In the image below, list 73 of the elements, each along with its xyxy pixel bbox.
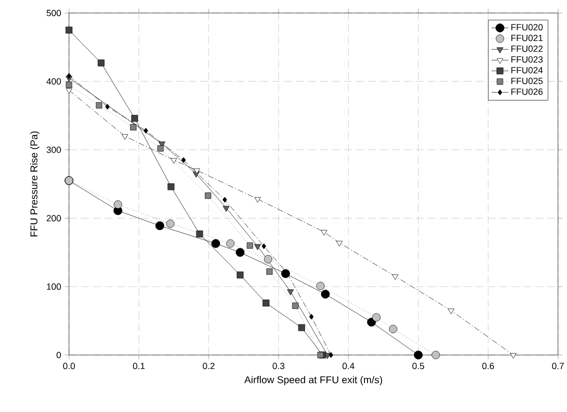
x-tick-label: 0.5 xyxy=(412,362,424,370)
point xyxy=(266,268,273,275)
point xyxy=(96,102,102,108)
point xyxy=(211,239,220,248)
point xyxy=(320,230,328,236)
point xyxy=(389,324,398,334)
legend-label: FFU024 xyxy=(511,66,543,74)
y-tick-label: 400 xyxy=(46,78,61,85)
legend-label: FFU026 xyxy=(511,88,543,95)
x-tick-label: 0.6 xyxy=(482,362,494,370)
point xyxy=(168,183,174,190)
x-tick-label: 0.2 xyxy=(202,362,214,370)
point xyxy=(414,350,423,360)
x-tick-label: 0.0 xyxy=(63,362,75,370)
x-tick-label: 0.1 xyxy=(132,362,145,370)
point xyxy=(392,274,398,280)
x-tick-label: 0.3 xyxy=(272,362,284,370)
point xyxy=(66,88,72,94)
point xyxy=(236,272,244,278)
point xyxy=(372,313,381,322)
point xyxy=(144,128,148,134)
point xyxy=(254,197,261,203)
point xyxy=(236,248,245,257)
point xyxy=(157,145,164,152)
point xyxy=(131,114,138,122)
point xyxy=(66,26,72,34)
point xyxy=(262,300,270,306)
point xyxy=(254,244,262,250)
point xyxy=(181,157,186,163)
point xyxy=(432,350,440,360)
legend-label: FFU025 xyxy=(511,78,543,84)
legend-label: FFU021 xyxy=(511,34,543,42)
point xyxy=(122,134,128,140)
point xyxy=(226,239,235,248)
point xyxy=(367,318,376,327)
point xyxy=(222,206,230,212)
legend-label: FFU022 xyxy=(511,46,543,52)
y-tick-label: 500 xyxy=(46,10,61,16)
point xyxy=(204,192,212,199)
point xyxy=(264,255,272,264)
y-tick-label: 0 xyxy=(56,352,61,358)
point xyxy=(309,314,314,320)
point xyxy=(166,220,174,228)
point xyxy=(105,104,110,110)
point xyxy=(262,243,266,250)
point xyxy=(316,282,325,290)
point xyxy=(155,221,164,230)
point xyxy=(292,302,298,309)
point xyxy=(114,200,122,209)
point xyxy=(328,352,334,358)
point xyxy=(66,82,72,88)
y-tick-label: 100 xyxy=(46,283,61,290)
point xyxy=(194,168,200,174)
point xyxy=(287,289,294,296)
x-axis-title: Airflow Speed at FFU exit (m/s) xyxy=(244,376,382,386)
point xyxy=(130,124,136,130)
point xyxy=(298,324,306,332)
y-tick-label: 200 xyxy=(46,215,61,222)
x-tick-label: 0.7 xyxy=(552,362,564,370)
point xyxy=(196,230,204,238)
y-axis-title: FFU Pressure Rise (Pa) xyxy=(30,131,40,236)
y-tick-label: 300 xyxy=(46,146,61,153)
legend-label: FFU023 xyxy=(511,56,543,63)
point xyxy=(448,308,454,314)
point xyxy=(510,353,516,359)
x-tick-label: 0.4 xyxy=(342,362,354,370)
point xyxy=(170,158,177,164)
point xyxy=(246,242,254,249)
point xyxy=(98,60,105,66)
point xyxy=(336,240,343,246)
point xyxy=(66,73,72,79)
legend-label: FFU020 xyxy=(511,24,543,30)
point xyxy=(320,290,330,299)
